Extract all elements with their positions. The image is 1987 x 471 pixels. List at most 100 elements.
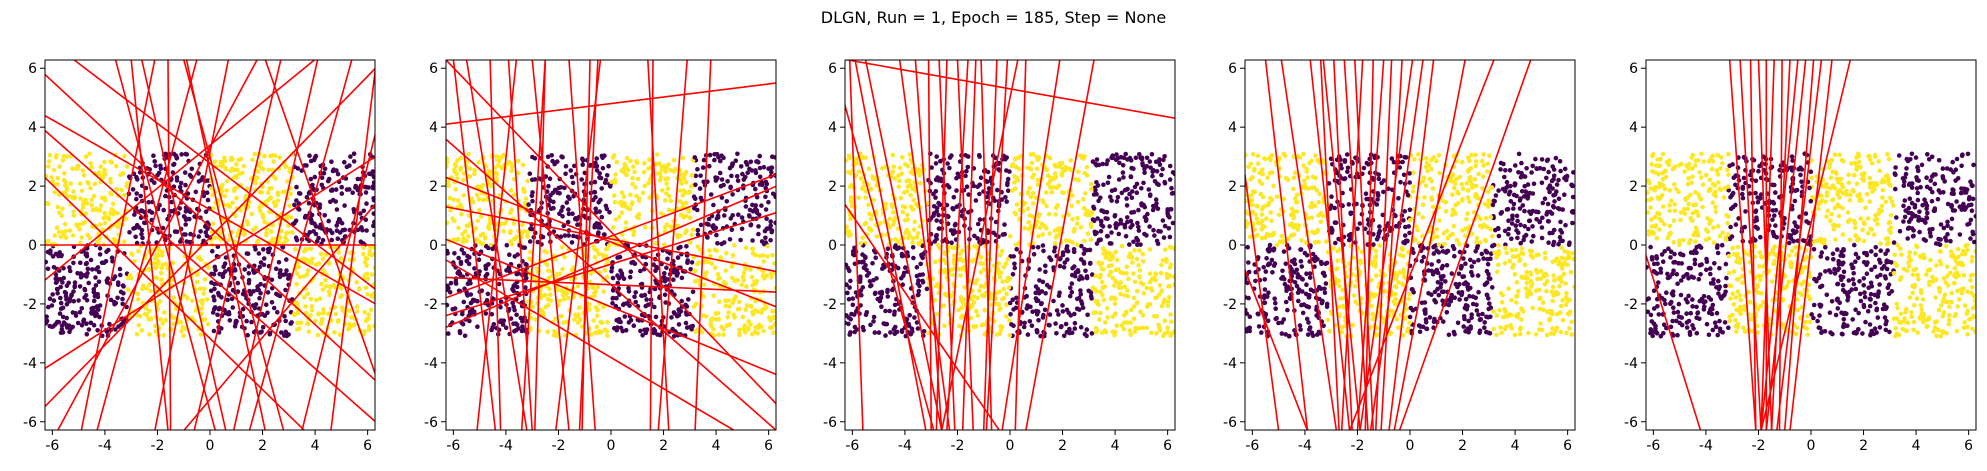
data-point	[919, 238, 924, 244]
data-point	[890, 287, 895, 293]
data-point	[133, 234, 138, 240]
data-point	[977, 191, 982, 197]
data-point	[263, 302, 269, 308]
data-point	[210, 221, 216, 226]
data-point	[1024, 293, 1029, 299]
data-point	[1496, 243, 1501, 248]
data-point	[89, 164, 94, 170]
data-point	[217, 271, 222, 277]
data-point	[174, 178, 180, 183]
boundary-line	[330, 68, 375, 430]
data-point	[171, 295, 177, 301]
data-point	[1053, 321, 1058, 326]
data-point	[257, 190, 263, 195]
data-point	[601, 232, 607, 237]
data-point	[1039, 301, 1044, 306]
data-point	[1070, 193, 1075, 198]
data-point	[622, 314, 628, 319]
data-point	[729, 173, 734, 179]
y-tick-label: -6	[823, 415, 837, 431]
data-point	[1002, 222, 1007, 227]
data-point	[966, 210, 971, 215]
data-point	[360, 227, 365, 233]
data-point	[727, 322, 732, 328]
data-point	[504, 268, 509, 273]
data-point	[756, 160, 761, 165]
data-point	[153, 275, 159, 281]
data-point	[271, 305, 277, 311]
data-point	[895, 265, 901, 271]
data-point	[1069, 330, 1075, 336]
data-point	[1171, 274, 1175, 280]
data-point	[208, 288, 214, 294]
data-point	[903, 265, 908, 270]
data-point	[652, 304, 657, 310]
data-point	[1008, 312, 1013, 317]
data-point	[605, 319, 610, 325]
data-point	[321, 310, 326, 316]
data-point	[1048, 257, 1054, 263]
data-point	[500, 154, 506, 159]
data-point	[701, 294, 706, 299]
data-point	[773, 220, 776, 226]
data-point	[369, 172, 375, 177]
data-point	[988, 291, 993, 296]
data-point	[594, 168, 600, 173]
data-point	[67, 298, 72, 304]
data-point	[760, 273, 766, 279]
data-point	[1296, 298, 1301, 304]
data-point	[119, 187, 124, 193]
data-point	[571, 233, 576, 239]
data-point	[1057, 161, 1062, 166]
data-point	[1526, 330, 1531, 336]
data-point	[1542, 250, 1548, 256]
data-point	[660, 275, 666, 280]
data-point	[592, 224, 597, 230]
data-point	[894, 329, 900, 335]
data-point	[581, 213, 587, 219]
x-tick-label: -2	[150, 438, 164, 454]
data-point	[163, 262, 168, 267]
data-point	[258, 330, 263, 335]
data-point	[769, 275, 774, 280]
data-point	[711, 293, 716, 299]
boundary-line	[581, 60, 591, 430]
y-tick-label: 2	[828, 179, 837, 195]
data-point	[489, 183, 494, 189]
data-point	[1097, 275, 1103, 280]
data-point	[643, 261, 648, 267]
data-point	[1498, 211, 1504, 216]
data-point	[623, 328, 629, 333]
data-point	[466, 151, 471, 157]
data-point	[1097, 317, 1102, 322]
data-point	[333, 199, 339, 204]
data-point	[1044, 225, 1049, 231]
data-point	[918, 181, 923, 186]
data-point	[739, 215, 745, 220]
data-point	[1159, 172, 1164, 178]
data-point	[204, 297, 210, 302]
boundary-line	[80, 60, 156, 430]
data-point	[692, 155, 698, 160]
data-point	[1134, 256, 1140, 262]
data-point	[1093, 329, 1099, 335]
data-point	[1002, 231, 1007, 237]
data-point	[1163, 247, 1168, 252]
data-point	[732, 315, 737, 320]
data-point	[91, 193, 97, 199]
data-point	[1098, 219, 1104, 224]
data-point	[273, 176, 278, 181]
data-point	[1147, 224, 1152, 229]
data-point	[93, 267, 99, 272]
data-point	[625, 243, 630, 248]
data-point	[636, 215, 641, 221]
data-point	[1516, 288, 1521, 294]
data-point	[594, 313, 600, 319]
data-point	[559, 314, 565, 319]
data-point	[1047, 155, 1053, 161]
data-point	[289, 230, 295, 235]
data-point	[730, 192, 735, 197]
data-point	[558, 234, 564, 239]
data-point	[1072, 311, 1077, 317]
data-point	[327, 292, 332, 298]
